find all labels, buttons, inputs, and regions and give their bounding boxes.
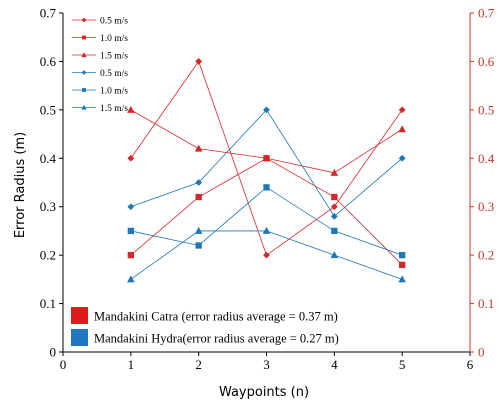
legend-label: 1.0 m/s — [100, 87, 128, 97]
legend-label: 0.5 m/s — [100, 17, 128, 27]
y-tick-label: 0.7 — [40, 6, 57, 21]
y-tick-label: 0.5 — [40, 102, 56, 117]
series-line — [130, 109, 403, 218]
data-point — [331, 227, 338, 235]
series-line — [130, 109, 403, 174]
data-point — [127, 251, 134, 259]
data-point — [330, 168, 339, 176]
x-tick-label: 1 — [128, 357, 135, 372]
legend-marker — [81, 104, 87, 110]
x-tick-label: 2 — [195, 357, 202, 372]
data-point — [330, 203, 338, 211]
data-point — [399, 251, 406, 259]
x-tick-label: 5 — [399, 357, 406, 372]
data-point — [127, 275, 135, 283]
data-point — [195, 242, 202, 249]
data-point — [127, 105, 135, 113]
y-tick-label: 0 — [50, 345, 57, 360]
data-point — [399, 261, 406, 268]
x-tick-label: 6 — [467, 357, 474, 372]
y-tick-label: 0.4 — [40, 151, 57, 166]
legend-label: 1.5 m/s — [100, 104, 128, 114]
group-legend-label: Mandakini Hydra(error radius average = 0… — [94, 332, 339, 346]
data-point — [330, 251, 339, 259]
legend-marker — [82, 35, 86, 40]
series-markers — [127, 58, 406, 283]
data-point — [195, 193, 202, 201]
x-tick-label: 4 — [331, 357, 338, 372]
legend-label: 1.5 m/s — [100, 52, 128, 62]
data-point — [398, 125, 406, 133]
legend-marker — [81, 70, 87, 75]
legend-marker — [82, 88, 86, 92]
data-point — [331, 193, 338, 201]
group-legend: Mandakini Catra (error radius average = … — [71, 307, 339, 346]
legend-marker — [81, 17, 87, 23]
y2-tick-label: 0.3 — [478, 199, 494, 214]
data-point — [398, 154, 406, 162]
group-legend-swatch — [71, 307, 88, 324]
y2-tick-label: 0 — [478, 345, 485, 360]
data-point — [398, 275, 406, 283]
legend-label: 0.5 m/s — [100, 69, 128, 79]
x-tick-label: 3 — [263, 357, 270, 372]
y2-tick-label: 0.4 — [478, 151, 495, 166]
tick-labels: 0 1 2 3 4 5 600.10.20.30.40.50.60.700.10.20.30… — [40, 6, 495, 373]
data-point — [262, 226, 271, 234]
y2-tick-label: 0.1 — [478, 296, 494, 311]
data-point — [127, 203, 135, 211]
y-tick-label: 0.2 — [40, 248, 56, 263]
y-tick-label: 0.6 — [40, 54, 57, 69]
x-tick-label: 0 — [60, 357, 67, 372]
y-tick-label: 0.3 — [40, 199, 56, 214]
series-lines — [130, 60, 403, 280]
data-point — [194, 226, 203, 234]
data-point — [263, 106, 270, 114]
data-point — [263, 184, 270, 191]
y2-tick-label: 0.2 — [478, 248, 494, 263]
data-point — [127, 227, 134, 235]
series-line — [130, 157, 403, 266]
legend-label: 1.0 m/s — [100, 34, 128, 44]
group-legend-label: Mandakini Catra (error radius average = … — [94, 310, 338, 324]
group-legend-swatch — [71, 329, 88, 346]
y2-tick-label: 0.7 — [478, 6, 495, 21]
series-line — [130, 186, 403, 256]
y-tick-label: 0.1 — [40, 296, 56, 311]
y-axis-title: Error Radius (m) — [13, 132, 28, 238]
data-point — [194, 144, 203, 152]
axes — [59, 12, 474, 356]
data-point — [263, 251, 270, 259]
data-point — [195, 58, 203, 65]
x-axis-title: Waypoints (n) — [219, 385, 309, 400]
legend-marker — [81, 52, 87, 58]
data-point — [127, 154, 135, 162]
data-point — [398, 106, 406, 114]
data-point — [195, 179, 203, 186]
y2-tick-label: 0.5 — [478, 102, 494, 117]
series-legend: 0.5 m/s 1.0 m/s 1.5 m/s 0.5 m/s 1.0 m/s 1.5 m… — [72, 17, 128, 114]
y2-tick-label: 0.6 — [478, 54, 495, 69]
data-point — [262, 154, 271, 162]
data-point — [330, 213, 338, 220]
